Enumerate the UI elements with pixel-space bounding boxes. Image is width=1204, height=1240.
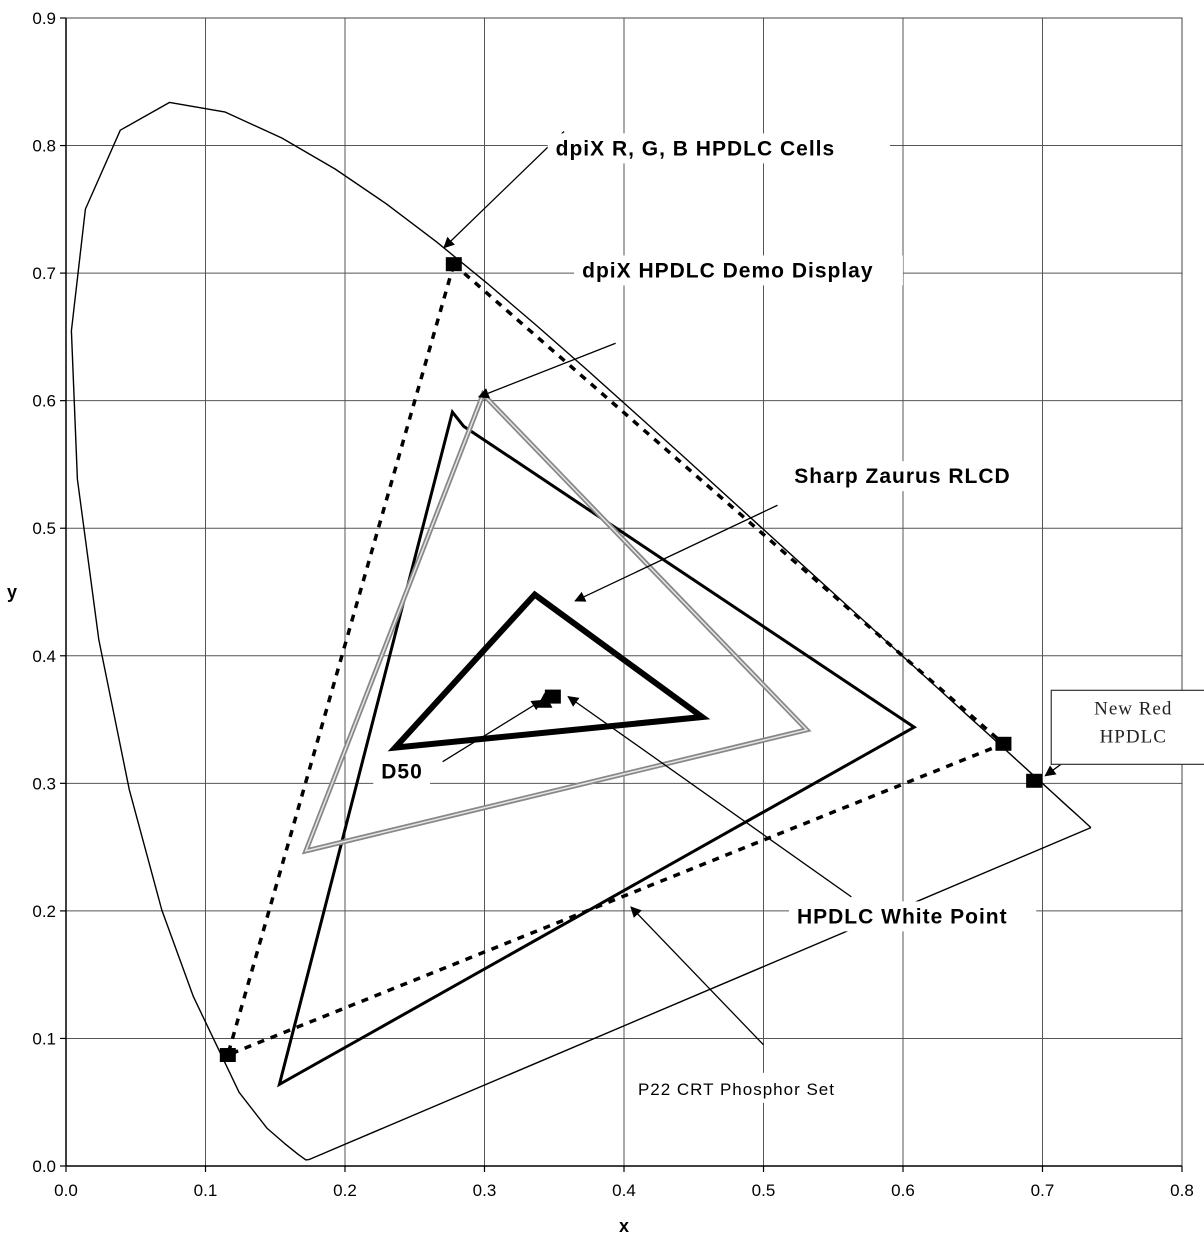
sharp-zaurus-gamut xyxy=(387,590,711,752)
annotation-sharp-zaurus-rlcd: Sharp Zaurus RLCD xyxy=(794,465,1011,488)
annotation-hpdlc-white-point: HPDLC White Point xyxy=(797,905,1008,928)
y-tick-label: 0.4 xyxy=(32,647,56,666)
annotation-p22-crt-phosphor-set-bg xyxy=(629,1072,856,1103)
x-tick-label: 0.4 xyxy=(612,1181,636,1200)
y-tick-label: 0.7 xyxy=(32,264,56,283)
y-tick-label: 0.1 xyxy=(32,1029,56,1048)
annotation-p22-crt-phosphor-set: P22 CRT Phosphor Set xyxy=(638,1080,835,1099)
y-tick-label: 0.6 xyxy=(32,392,56,411)
x-axis-title: x xyxy=(619,1216,629,1236)
annotation-dpix-r-g-b-hpdlc-cells-arrow xyxy=(443,131,565,249)
annotation-new-red-hpdlc-box xyxy=(1050,689,1204,765)
annotation-d50: D50 xyxy=(381,760,423,783)
square-marker xyxy=(445,257,462,272)
annotation-d50-arrow xyxy=(442,699,543,763)
annotation-dpix-hpdlc-demo-display: dpiX HPDLC Demo Display xyxy=(582,259,873,282)
annotation-dpix-hpdlc-demo-display-arrow xyxy=(477,342,616,399)
y-tick-label: 0.9 xyxy=(32,9,56,28)
square-marker xyxy=(995,736,1012,751)
x-tick-label: 0.6 xyxy=(891,1181,915,1200)
annotation-dpix-r-g-b-hpdlc-cells: dpiX R, G, B HPDLC Cells xyxy=(556,137,836,160)
x-tick-label: 0.7 xyxy=(1031,1181,1055,1200)
annotation-dpix-r-g-b-hpdlc-cells-bg xyxy=(547,133,891,164)
y-tick-label: 0.0 xyxy=(32,1157,56,1176)
annotation-new-red-hpdlc-line: HPDLC xyxy=(1100,726,1167,747)
annotation-sharp-zaurus-rlcd-arrow xyxy=(574,504,778,602)
axes: 0.0 0.1 0.2 0.3 0.4 0.5 0.6 0.7 0.8 0.0 0.1 0.2 0.3 0… xyxy=(32,9,1193,1200)
y-tick-label: 0.3 xyxy=(32,774,56,793)
x-tick-label: 0.1 xyxy=(194,1181,218,1200)
purple-line xyxy=(308,826,1092,1161)
annotation-hpdlc-white-point-arrow xyxy=(567,695,852,898)
annotation-dpix-hpdlc-demo-display-bg xyxy=(574,255,903,286)
x-tick-label: 0.5 xyxy=(752,1181,776,1200)
x-tick-label: 0.0 xyxy=(54,1181,78,1200)
x-tick-label: 0.8 xyxy=(1170,1181,1194,1200)
annotation-p22-crt-phosphor-set-arrow xyxy=(630,906,764,1046)
series-group xyxy=(225,261,1007,1088)
dpix-cells-gamut xyxy=(225,261,1007,1058)
annotations-group: dpiX R, G, B HPDLC Cells dpiX HPDLC Demo … xyxy=(373,131,1204,1103)
x-tick-label: 0.2 xyxy=(333,1181,357,1200)
dpix-demo-gamut-inner xyxy=(304,392,809,852)
x-tick-label: 0.3 xyxy=(473,1181,497,1200)
annotation-sharp-zaurus-rlcd-bg xyxy=(786,461,1034,492)
annotation-d50-bg xyxy=(373,756,431,787)
y-axis-title: y xyxy=(7,582,17,602)
square-marker xyxy=(219,1048,236,1063)
annotation-new-red-hpdlc: New Red HPDLC xyxy=(1094,698,1172,747)
annotation-hpdlc-white-point-bg xyxy=(788,901,1037,932)
y-tick-label: 0.5 xyxy=(32,519,56,538)
square-marker xyxy=(1026,773,1043,788)
square-marker xyxy=(544,689,561,704)
annotation-new-red-hpdlc-line: New Red xyxy=(1094,698,1172,719)
y-tick-label: 0.8 xyxy=(32,137,56,156)
y-tick-label: 0.2 xyxy=(32,902,56,921)
markers-group xyxy=(219,257,1043,1063)
p22-crt-gamut xyxy=(277,408,918,1088)
